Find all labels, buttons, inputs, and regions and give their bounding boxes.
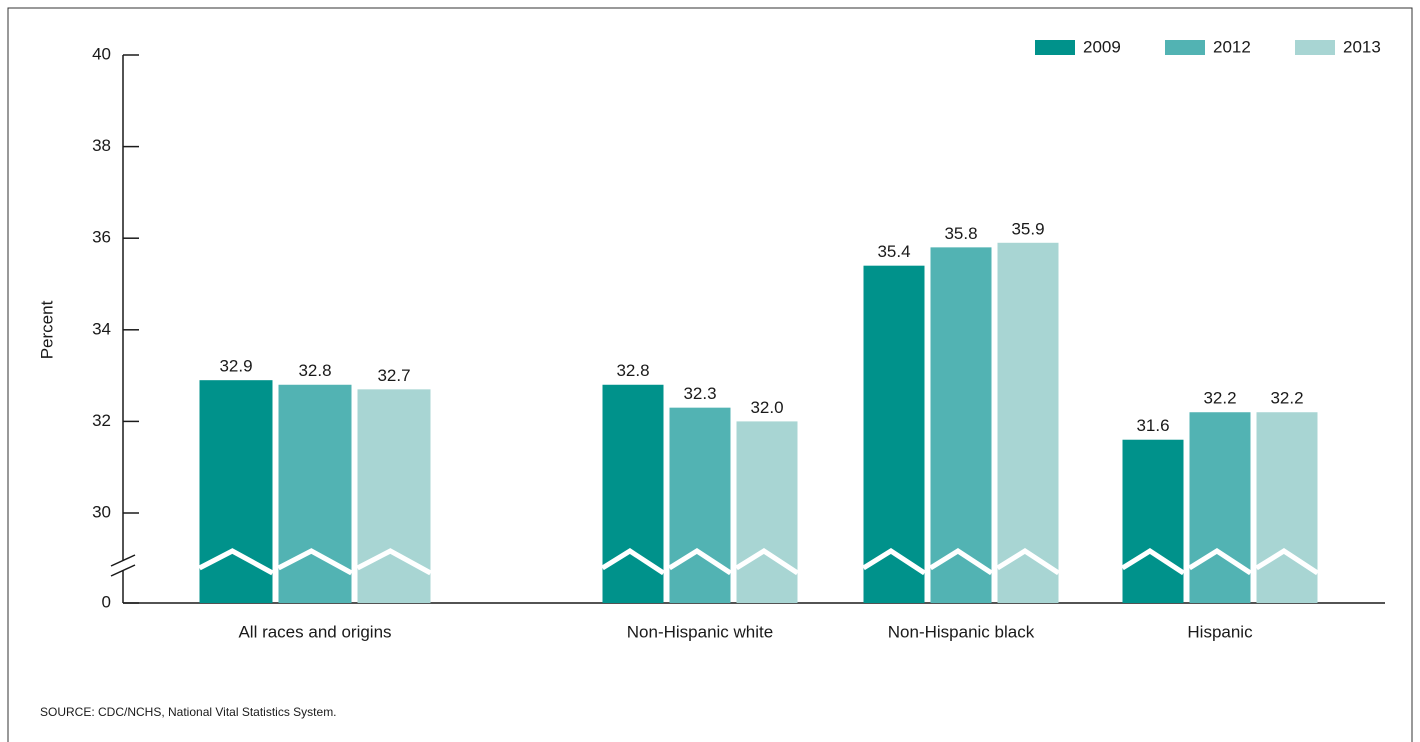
y-axis-label: Percent [37, 300, 56, 359]
break-mark [1121, 548, 1185, 576]
legend-swatch [1295, 40, 1335, 55]
value-label: 32.2 [1270, 389, 1303, 408]
bar [602, 384, 664, 603]
value-label: 32.9 [219, 357, 252, 376]
value-label: 35.4 [877, 242, 910, 261]
value-label: 32.2 [1203, 389, 1236, 408]
break-mark [1188, 548, 1252, 576]
axis-break [110, 554, 136, 567]
y-tick-label: 40 [92, 44, 111, 63]
legend-swatch [1165, 40, 1205, 55]
bar [357, 389, 431, 603]
legend-swatch [1035, 40, 1075, 55]
y-tick-label: 32 [92, 411, 111, 430]
x-tick-label: Hispanic [1187, 622, 1253, 641]
break-mark [668, 548, 732, 576]
legend-label: 2013 [1343, 37, 1381, 56]
y-tick-label: 34 [92, 319, 111, 338]
break-mark [277, 548, 353, 576]
bar [930, 247, 992, 604]
break-mark [735, 548, 799, 576]
bar [1256, 412, 1318, 603]
value-label: 32.8 [616, 361, 649, 380]
bar [669, 407, 731, 603]
break-mark [929, 548, 993, 576]
y-tick-label: 30 [92, 502, 111, 521]
break-mark [601, 548, 665, 576]
bar [278, 384, 352, 603]
legend-label: 2012 [1213, 37, 1251, 56]
bar [736, 421, 798, 603]
break-mark [996, 548, 1060, 576]
axis-break-gap [120, 561, 126, 570]
frame [7, 7, 1413, 742]
source-note: SOURCE: CDC/NCHS, National Vital Statist… [40, 705, 337, 719]
y-tick-label: 38 [92, 136, 111, 155]
value-label: 35.9 [1011, 219, 1044, 238]
bar [997, 242, 1059, 603]
break-mark [1255, 548, 1319, 576]
value-label: 35.8 [944, 224, 977, 243]
value-label: 32.3 [683, 384, 716, 403]
value-label: 32.7 [377, 366, 410, 385]
axis-break [110, 564, 136, 577]
x-tick-label: All races and origins [238, 622, 391, 641]
bar [1189, 412, 1251, 603]
value-label: 32.0 [750, 398, 783, 417]
legend-label: 2009 [1083, 37, 1121, 56]
y-tick-label: 0 [102, 592, 111, 611]
x-tick-label: Non-Hispanic black [888, 622, 1035, 641]
value-label: 32.8 [298, 361, 331, 380]
y-tick-label: 36 [92, 228, 111, 247]
bar [863, 265, 925, 603]
value-label: 31.6 [1136, 416, 1169, 435]
break-mark [198, 548, 274, 576]
break-mark [356, 548, 432, 576]
break-mark [862, 548, 926, 576]
bar [1122, 439, 1184, 603]
x-tick-label: Non-Hispanic white [627, 622, 773, 641]
